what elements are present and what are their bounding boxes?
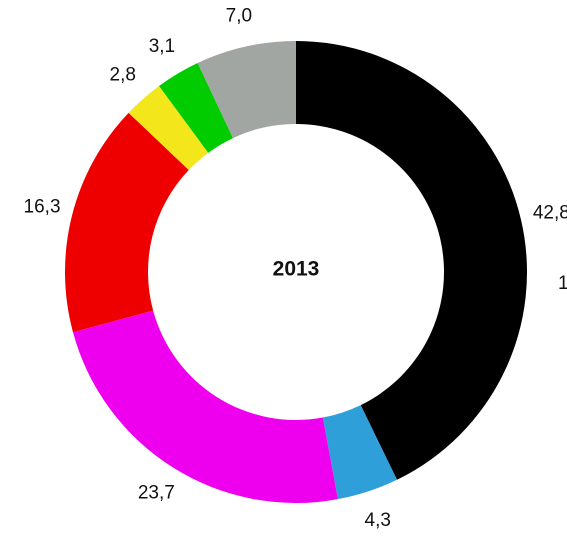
data-label: 3,1	[149, 36, 175, 57]
donut-segment	[72, 310, 338, 503]
donut-segment	[296, 41, 527, 480]
donut-segment	[64, 112, 189, 333]
donut-segment	[128, 85, 209, 171]
donut-segment	[159, 62, 233, 153]
data-label: 16,3	[24, 197, 61, 218]
donut-segment	[197, 41, 296, 139]
data-label: 4,3	[365, 510, 391, 531]
data-label: 23,7	[138, 483, 175, 504]
data-label: 2,8	[110, 64, 136, 85]
chart-title: 2013	[273, 258, 320, 281]
annotation: 1	[558, 273, 567, 294]
data-label: 7,0	[226, 5, 252, 26]
donut-segment	[322, 405, 397, 500]
data-label: 42,8	[533, 202, 567, 223]
